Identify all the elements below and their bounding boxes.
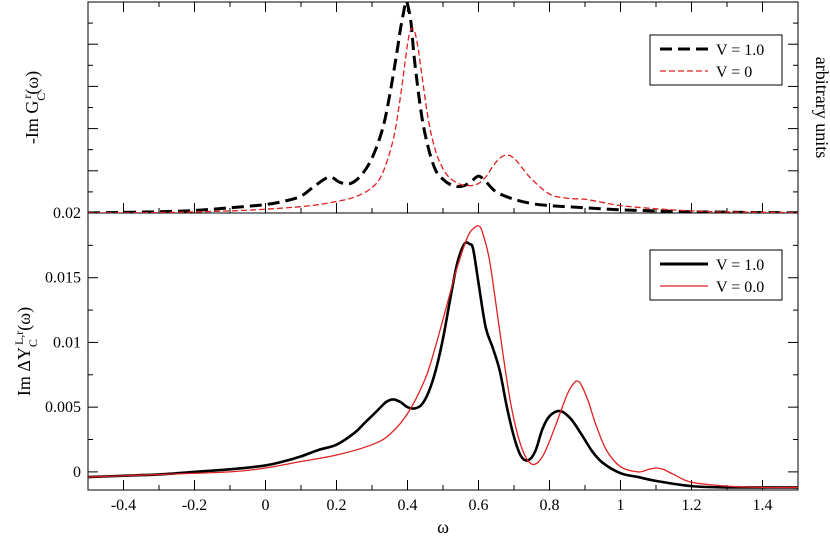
top-right-axis-title: arbitrary units [812, 57, 830, 158]
x-tick-label: 1 [617, 497, 625, 514]
top-legend [649, 34, 783, 86]
x-tick-label: 0.8 [540, 497, 560, 514]
x-tick-label: -0.4 [111, 497, 136, 514]
x-axis-title: ω [437, 517, 449, 537]
top-y-axis-title: -Im GCr(ω) [20, 71, 48, 144]
svg-text:arbitrary units: arbitrary units [812, 57, 830, 158]
x-tick-label: 0.4 [398, 497, 418, 514]
y-tick-label: 0.01 [53, 334, 81, 351]
y-tick-label: 0.005 [45, 399, 81, 416]
bottom-legend-label: V = 1.0 [716, 257, 764, 274]
x-tick-label: 1.2 [682, 497, 702, 514]
bottom-legend [649, 249, 783, 301]
bottom-y-axis-title: Im ΔYCL,r(ω) [12, 307, 40, 396]
svg-text:-Im GCr(ω): -Im GCr(ω) [20, 71, 48, 144]
x-tick-label: 0.2 [327, 497, 347, 514]
top-series-v0 [88, 27, 798, 213]
x-tick-label: 0 [262, 497, 270, 514]
x-tick-label: -0.2 [182, 497, 207, 514]
bottom-series-v0 [88, 224, 798, 489]
top-legend-label: V = 0 [716, 64, 752, 81]
y-tick-label: 0.015 [45, 270, 81, 287]
top-legend-label: V = 1.0 [716, 42, 764, 59]
bottom-legend-label: V = 0.0 [716, 279, 764, 296]
svg-text:Im ΔYCL,r(ω): Im ΔYCL,r(ω) [12, 307, 40, 396]
x-tick-label: 1.4 [753, 497, 773, 514]
x-tick-label: 0.6 [469, 497, 489, 514]
top-series-v1 [88, 2, 798, 213]
y-tick-label: 0 [73, 464, 81, 481]
top-plot-frame [87, 1, 799, 214]
y-tick-label: 0.02 [53, 205, 81, 222]
bottom-series-v1 [88, 241, 798, 489]
